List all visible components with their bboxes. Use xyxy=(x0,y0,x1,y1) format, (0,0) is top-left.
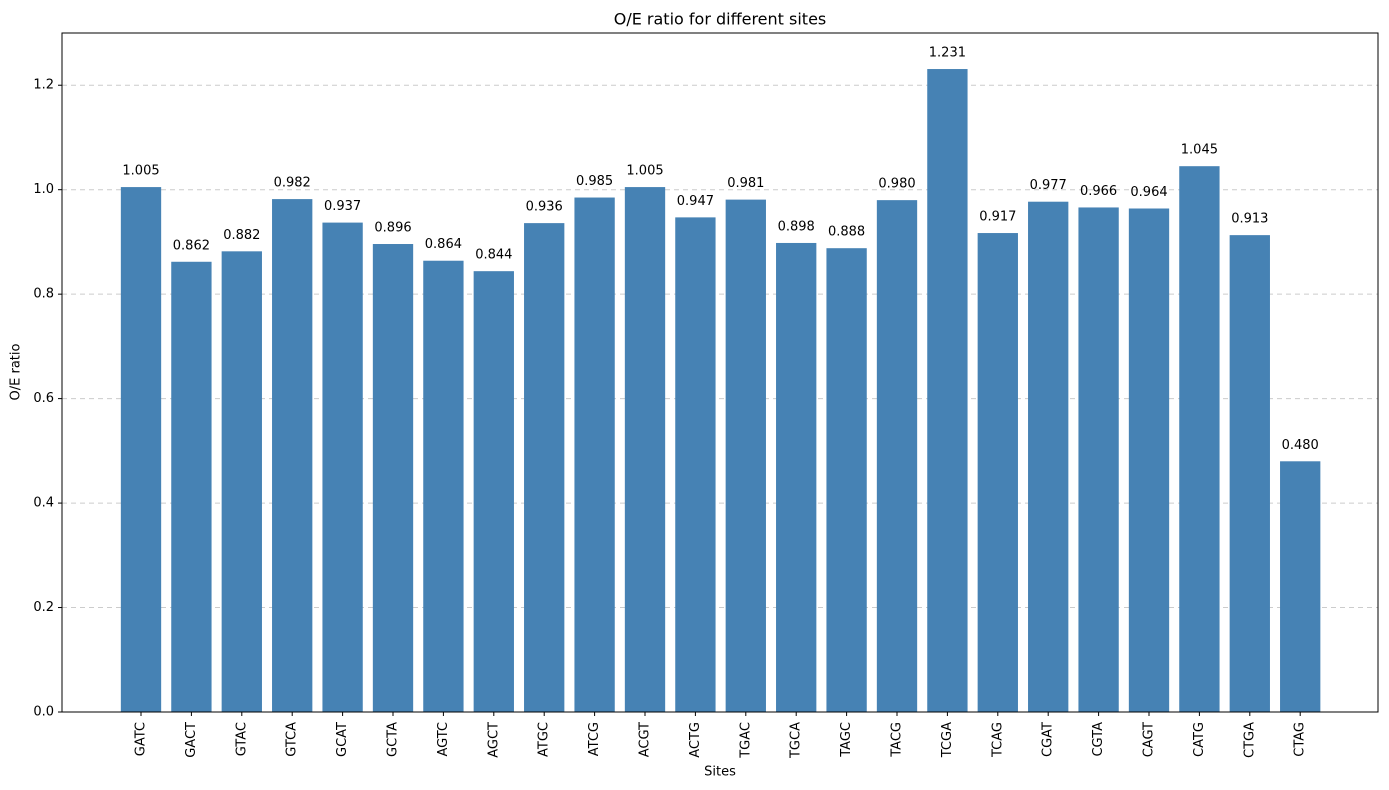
value-label: 1.231 xyxy=(929,46,966,61)
value-label: 0.980 xyxy=(878,177,915,192)
bar xyxy=(322,222,363,712)
x-tick-label: TAGC xyxy=(839,722,854,758)
x-tick-label: ATCG xyxy=(587,722,602,756)
bar xyxy=(776,242,817,712)
bar xyxy=(171,261,212,712)
value-label: 0.981 xyxy=(727,176,764,191)
y-tick-label: 1.0 xyxy=(33,182,54,197)
value-label: 0.864 xyxy=(425,237,462,252)
bar xyxy=(826,248,867,712)
value-label: 0.917 xyxy=(979,210,1016,225)
x-tick-label: TGCA xyxy=(789,722,804,759)
bar xyxy=(1280,461,1321,712)
value-label: 0.896 xyxy=(374,221,411,236)
y-axis-label: O/E ratio xyxy=(9,343,24,400)
bar xyxy=(1028,201,1069,712)
x-tick-label: TACG xyxy=(890,722,905,758)
bar xyxy=(675,217,716,712)
plot-frame xyxy=(61,32,1379,713)
bar xyxy=(977,233,1018,713)
x-tick-label: AGCT xyxy=(486,722,501,758)
x-tick-label: CATG xyxy=(1192,722,1207,757)
x-tick-label: TGAC xyxy=(738,722,753,759)
x-tick-label: GCTA xyxy=(386,722,401,757)
bar xyxy=(624,187,666,713)
value-label: 0.936 xyxy=(526,200,563,215)
value-label: 0.480 xyxy=(1282,438,1319,453)
bar xyxy=(524,223,565,712)
bar xyxy=(423,260,464,712)
value-label: 0.964 xyxy=(1130,185,1167,200)
value-label: 1.045 xyxy=(1181,143,1218,158)
x-tick-label: GTCA xyxy=(285,722,300,757)
y-tick-label: 1.2 xyxy=(33,78,54,93)
x-tick-label: TCGA xyxy=(940,722,955,758)
y-tick-label: 0.8 xyxy=(33,287,54,302)
y-tick-label: 0.2 xyxy=(33,600,54,615)
bar xyxy=(221,251,262,712)
x-tick-label: CTGA xyxy=(1242,722,1257,758)
value-label: 0.862 xyxy=(173,238,210,253)
value-label: 0.947 xyxy=(677,194,714,209)
y-tick-label: 0.4 xyxy=(33,496,54,511)
x-tick-label: CGTA xyxy=(1091,722,1106,757)
bar xyxy=(473,271,514,712)
x-tick-label: CAGT xyxy=(1142,722,1157,757)
value-label: 0.888 xyxy=(828,225,865,240)
x-tick-label: GATC xyxy=(134,722,149,756)
x-tick-label: CTAG xyxy=(1293,722,1308,757)
chart-title: O/E ratio for different sites xyxy=(614,10,827,29)
x-tick-label: ATGC xyxy=(537,722,552,757)
x-tick-label: GTAC xyxy=(234,722,249,756)
bar xyxy=(1179,166,1220,712)
x-tick-label: ACTG xyxy=(688,722,703,758)
value-label: 1.005 xyxy=(122,164,159,179)
bar xyxy=(120,187,162,713)
x-tick-label: TCAG xyxy=(990,722,1005,758)
value-label: 0.913 xyxy=(1231,212,1268,227)
bar xyxy=(1078,207,1119,712)
value-label: 0.985 xyxy=(576,174,613,189)
value-label: 0.844 xyxy=(475,248,512,263)
x-tick-label: ACGT xyxy=(638,722,653,757)
bar xyxy=(574,197,615,712)
value-label: 1.005 xyxy=(626,164,663,179)
bar xyxy=(372,244,414,712)
x-axis-label: Sites xyxy=(704,765,736,780)
value-label: 0.977 xyxy=(1030,178,1067,193)
y-tick-label: 0.0 xyxy=(33,705,54,720)
value-label: 0.898 xyxy=(778,219,815,234)
bar xyxy=(876,200,918,712)
x-tick-label: CGAT xyxy=(1041,722,1056,757)
bar xyxy=(272,199,313,712)
value-label: 0.982 xyxy=(274,176,311,191)
bar xyxy=(725,199,766,712)
value-label: 0.882 xyxy=(223,228,260,243)
bar xyxy=(1229,235,1270,713)
value-label: 0.937 xyxy=(324,199,361,214)
value-label: 0.966 xyxy=(1080,184,1117,199)
x-tick-label: GCAT xyxy=(335,722,350,757)
bar xyxy=(1128,208,1170,712)
bar xyxy=(927,69,968,712)
x-tick-label: GACT xyxy=(184,722,199,758)
x-tick-label: AGTC xyxy=(436,722,451,757)
y-tick-label: 0.6 xyxy=(33,391,54,406)
